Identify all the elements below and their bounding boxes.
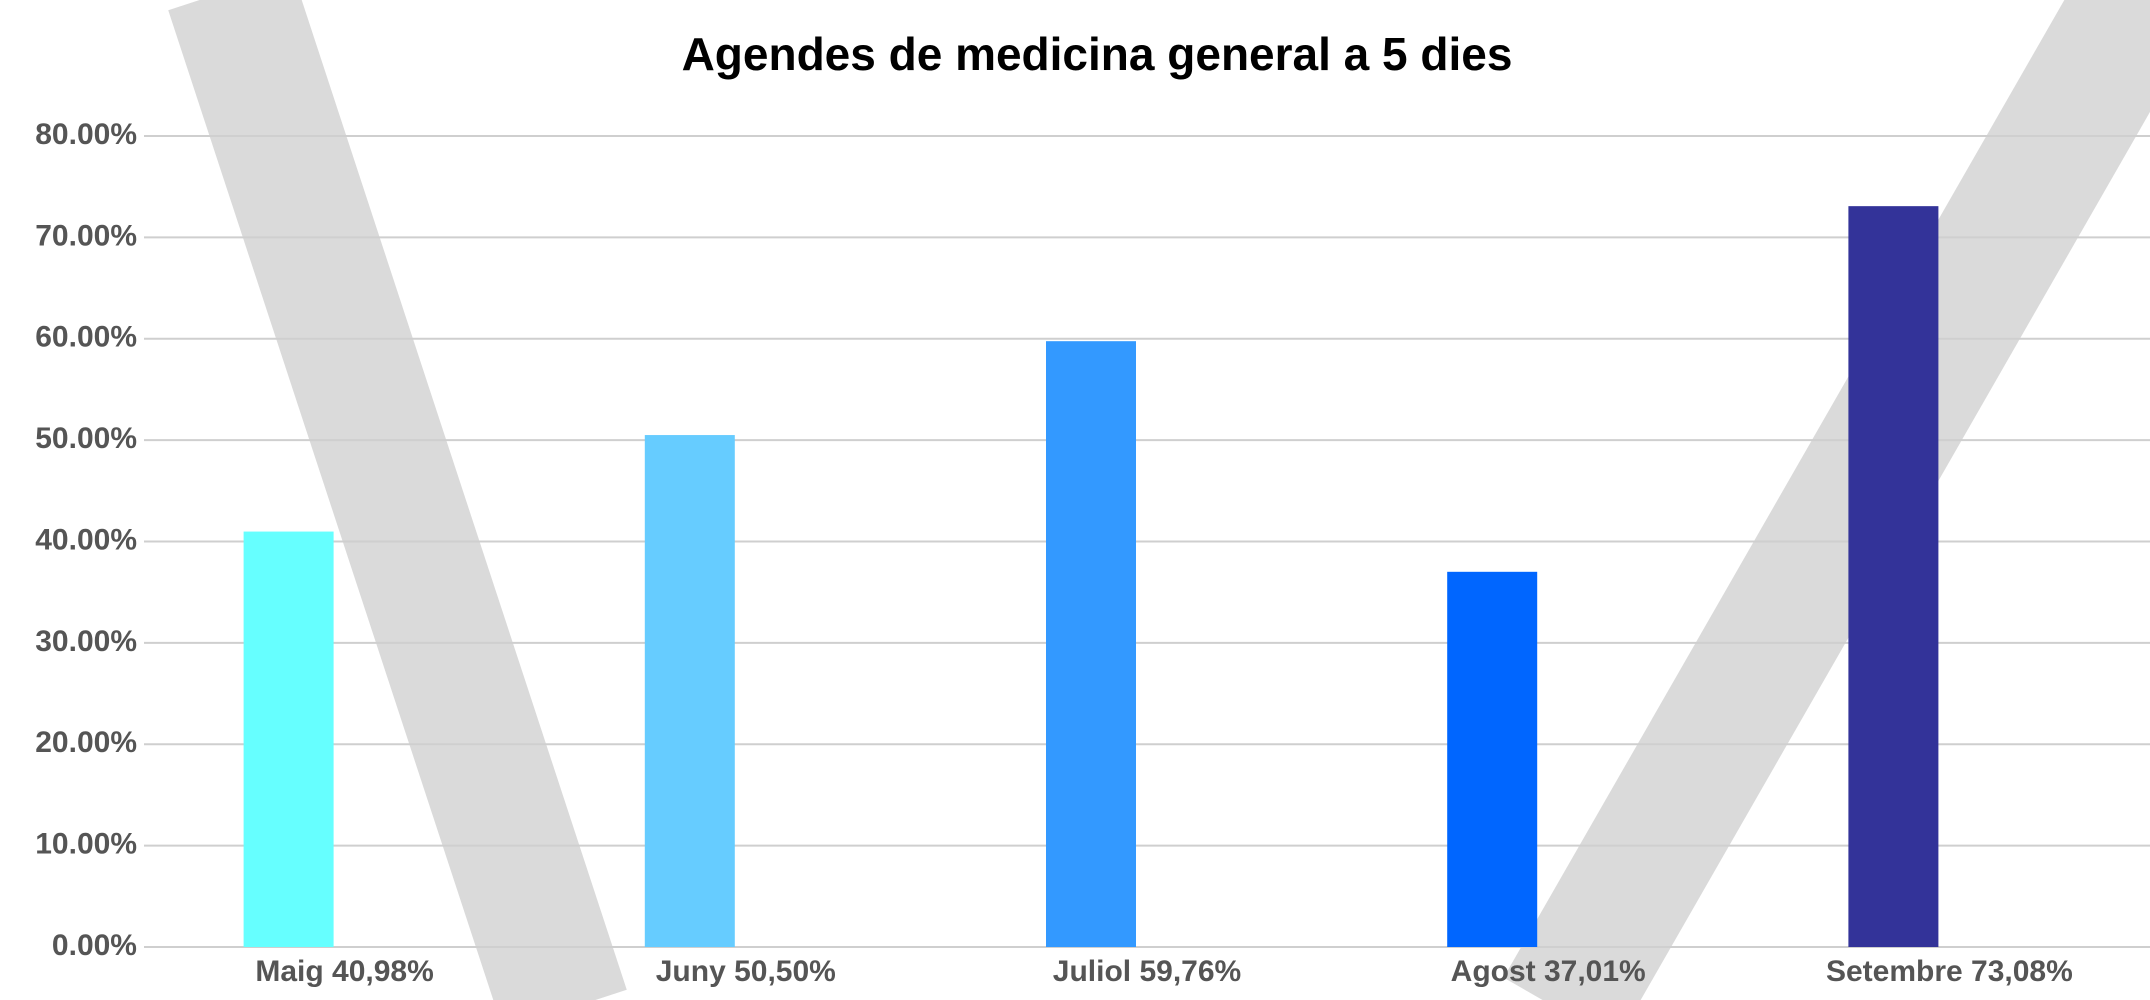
y-tick-label: 60.00%: [35, 321, 137, 354]
x-tick-label: Juliol 59,76%: [1053, 955, 1241, 988]
x-tick-label: Juny 50,50%: [656, 955, 836, 988]
x-tick-label: Setembre 73,08%: [1826, 955, 2073, 988]
chart-title: Agendes de medicina general a 5 dies: [682, 28, 1513, 80]
bar: [1447, 571, 1538, 947]
x-tick-label: Agost 37,01%: [1451, 955, 1646, 988]
bar: [644, 435, 735, 947]
bar: [243, 531, 334, 947]
watermark-stroke: [168, 0, 627, 1000]
y-tick-label: 10.00%: [35, 828, 137, 861]
y-tick-label: 0.00%: [52, 929, 137, 962]
y-tick-label: 70.00%: [35, 219, 137, 252]
bar: [1046, 341, 1136, 948]
x-tick-label: Maig 40,98%: [255, 955, 433, 988]
y-tick-label: 80.00%: [35, 118, 137, 151]
y-tick-label: 30.00%: [35, 625, 137, 658]
bar: [1848, 206, 1939, 948]
y-tick-label: 50.00%: [35, 422, 137, 455]
y-tick-label: 40.00%: [35, 523, 137, 556]
y-tick-label: 20.00%: [35, 726, 137, 759]
